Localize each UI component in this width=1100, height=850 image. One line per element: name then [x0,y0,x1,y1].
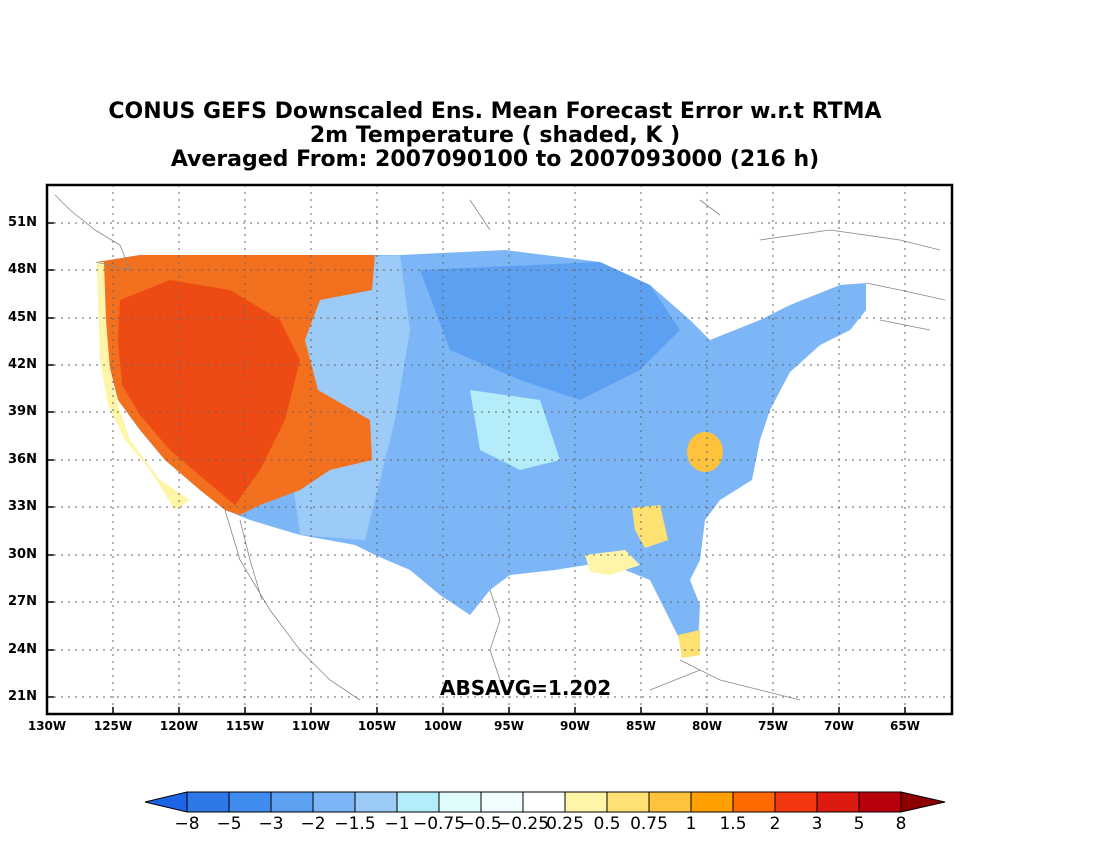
colorbar-bin [228,791,272,813]
map-title: CONUS GEFS Downscaled Ens. Mean Forecast… [0,100,990,172]
colorbar-bin [270,791,314,813]
lon-label: 115W [225,719,265,733]
colorbar-label: 1.5 [719,814,747,834]
lat-label: 30N [8,547,37,562]
lon-label: 70W [824,719,854,733]
colorbar-label: −0.5 [460,814,502,834]
colorbar-label: −0.75 [412,814,466,834]
lat-label: 39N [8,404,37,419]
colorbar-label: 8 [895,814,907,834]
colorbar-bin [564,791,608,813]
colorbar-bin [312,791,356,813]
coastal-strip [97,262,190,510]
colorbar [144,791,946,813]
central-pale [470,390,560,470]
lon-label: 90W [560,719,590,733]
title-line-2: 2m Temperature ( shaded, K ) [309,123,681,148]
lat-label: 33N [8,499,37,514]
colorbar-label: 5 [853,814,865,834]
lon-label: 105W [357,719,397,733]
florida-warm-region [678,630,700,658]
title-line-1: CONUS GEFS Downscaled Ens. Mean Forecast… [108,99,882,124]
colorbar-bin [186,791,230,813]
colorbar-bin [396,791,440,813]
lon-label: 65W [890,719,920,733]
colorbar-label: −1.5 [334,814,376,834]
lat-label: 21N [8,689,37,704]
appalachian-warm-spot [687,432,723,472]
lat-label: 27N [8,594,37,609]
colorbar-bin [732,791,776,813]
colorbar-bin [816,791,860,813]
colorbar-label: 1 [685,814,697,834]
colorbar-low-arrow [144,791,188,813]
coastline-outline [54,194,946,701]
lat-label: 24N [8,642,37,657]
colorbar-label: 3 [811,814,823,834]
colorbar-label: 0.75 [630,814,668,834]
colorbar-bin [354,791,398,813]
colorbar-bin [648,791,692,813]
lon-label: 85W [626,719,656,733]
lat-label: 36N [8,452,37,467]
lon-label: 95W [494,719,524,733]
lon-label: 110W [291,719,331,733]
colorbar-label: 2 [769,814,781,834]
lon-label: 125W [93,719,133,733]
colorbar-bin [774,791,818,813]
colorbar-bin [438,791,482,813]
colorbar-label: 0.5 [593,814,621,834]
colorbar-bin [522,791,566,813]
colorbar-label: −2 [300,814,326,834]
colorbar-label: −3 [258,814,284,834]
west-hot-region [118,280,300,505]
colorbar-label: −0.25 [496,814,550,834]
absavg-label: ABSAVG=1.202 [440,676,612,700]
lat-label: 48N [8,262,37,277]
map-frame [45,183,954,716]
colorbar-bin [858,791,902,813]
lon-label: 100W [423,719,463,733]
southeast-warm-region [585,550,640,575]
lon-label: 75W [758,719,788,733]
colorbar-bin [690,791,734,813]
title-line-3: Averaged From: 2007090100 to 2007093000 … [170,147,820,172]
colorbar-label: −1 [384,814,410,834]
colorbar-label: 0.25 [546,814,584,834]
colorbar-bin [606,791,650,813]
lat-label: 42N [8,357,37,372]
lon-label: 80W [692,719,722,733]
colorbar-bin [480,791,524,813]
lat-label: 45N [8,310,37,325]
colorbar-high-arrow [900,791,946,813]
lon-label: 120W [159,719,199,733]
colorbar-label: −8 [174,814,200,834]
lat-label: 51N [8,215,37,230]
colorbar-label: −5 [216,814,242,834]
lon-label: 130W [27,719,67,733]
